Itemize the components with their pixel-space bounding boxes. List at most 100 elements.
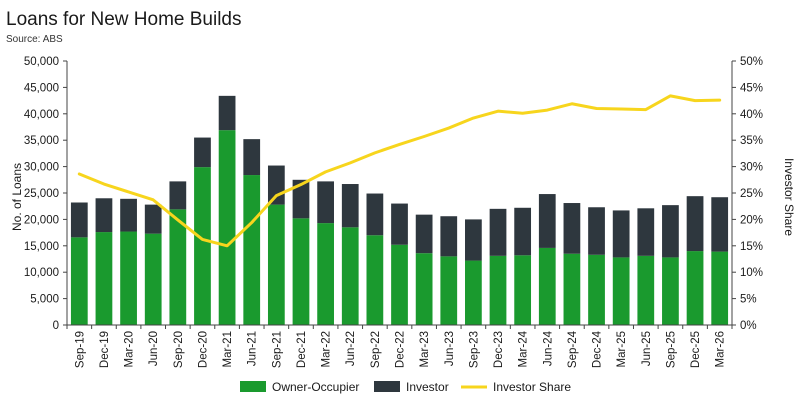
- y2-tick-label: 50%: [740, 56, 763, 68]
- investor-bar: [194, 137, 211, 168]
- y2-axis-title: Investor Share: [782, 158, 796, 236]
- x-tick-label: Mar-21: [222, 331, 234, 367]
- owner-occupier-bar: [144, 233, 162, 325]
- investor-bar: [267, 165, 285, 205]
- x-tick-label: Jun-24: [542, 330, 554, 366]
- investor-share-line: [77, 94, 722, 248]
- investor-bar: [563, 203, 581, 254]
- x-tick-label: Jun-21: [247, 331, 259, 366]
- owner-occupier-bar: [538, 247, 556, 325]
- bars-layer: [70, 95, 729, 325]
- x-tick-label: Sep-23: [468, 331, 480, 368]
- y-tick-label: 5,000: [30, 294, 59, 306]
- investor-bar: [662, 205, 679, 258]
- owner-occupier-bar: [169, 209, 187, 325]
- investor-bar: [514, 207, 532, 256]
- axes-layer: 0 5,000 10,000 15,000 20,000 25,000 30,000 35,0…: [24, 56, 763, 368]
- y2-tick-label: 10%: [740, 267, 763, 279]
- x-tick-label: Sep-22: [370, 331, 382, 368]
- legend: Owner-Occupier Investor Investor Share: [240, 380, 571, 394]
- y2-tick-label: 35%: [740, 135, 763, 147]
- owner-occupier-bar: [317, 223, 334, 325]
- owner-occupier-bar: [588, 254, 605, 325]
- owner-occupier-bar: [662, 257, 679, 325]
- investor-bar: [711, 197, 729, 252]
- x-tick-label: Dec-20: [197, 331, 209, 368]
- owner-occupier-bar: [465, 260, 482, 325]
- x-tick-label: Jun-22: [345, 331, 357, 366]
- x-tick-label: Mar-22: [321, 331, 333, 367]
- line-layer: [77, 94, 722, 248]
- investor-bar: [489, 208, 507, 256]
- x-tick-label: Mar-25: [616, 331, 628, 367]
- investor-bar: [70, 202, 88, 238]
- investor-bar: [588, 207, 605, 255]
- y-tick-label: 25,000: [24, 188, 59, 200]
- y2-tick-label: 5%: [740, 294, 757, 306]
- x-tick-label: Mar-23: [419, 331, 431, 367]
- investor-bar: [637, 208, 655, 256]
- y-axis-title: No. of Loans: [10, 163, 24, 231]
- y2-tick-label: 15%: [740, 241, 763, 253]
- investor-bar: [243, 139, 261, 176]
- owner-occupier-bar: [563, 253, 581, 325]
- x-tick-label: Sep-19: [74, 331, 86, 368]
- owner-occupier-bar: [341, 227, 359, 325]
- x-tick-label: Dec-22: [395, 331, 407, 368]
- owner-occupier-bar: [292, 218, 310, 325]
- owner-occupier-bar: [194, 167, 211, 325]
- y-tick-label: 20,000: [24, 214, 59, 226]
- y-tick-label: 45,000: [24, 82, 59, 94]
- legend-investor: Investor: [374, 380, 449, 394]
- x-tick-label: Dec-25: [690, 331, 702, 368]
- x-tick-label: Jun-20: [148, 331, 160, 366]
- owner-occupier-bar: [711, 251, 729, 325]
- owner-occupier-bar: [267, 204, 285, 325]
- investor-bar: [218, 95, 236, 131]
- y2-tick-label: 20%: [740, 214, 763, 226]
- owner-occupier-bar: [95, 232, 113, 325]
- investor-bar: [341, 184, 359, 228]
- y2-tick-label: 25%: [740, 188, 763, 200]
- owner-occupier-bar: [637, 255, 655, 325]
- y2-tick-label: 45%: [740, 82, 763, 94]
- investor-bar: [465, 219, 482, 261]
- legend-investor-swatch: [374, 381, 400, 392]
- y-tick-label: 35,000: [24, 135, 59, 147]
- owner-occupier-bar: [243, 175, 261, 325]
- investor-bar: [95, 198, 113, 233]
- owner-occupier-bar: [686, 251, 704, 325]
- x-tick-label: Sep-21: [271, 331, 283, 368]
- owner-occupier-bar: [218, 130, 236, 325]
- x-tick-label: Sep-25: [665, 331, 677, 368]
- x-tick-label: Mar-20: [124, 331, 136, 367]
- y-tick-label: 15,000: [24, 241, 59, 253]
- legend-owner-occupier: Owner-Occupier: [240, 380, 359, 394]
- investor-bar: [538, 194, 556, 248]
- investor-bar: [317, 181, 334, 224]
- investor-bar: [612, 210, 630, 258]
- owner-occupier-bar: [415, 253, 433, 325]
- investor-bar: [120, 198, 137, 232]
- investor-bar: [366, 193, 384, 236]
- investor-bar: [415, 214, 433, 254]
- x-tick-label: Dec-24: [592, 330, 604, 368]
- y-tick-label: 50,000: [24, 56, 59, 68]
- y-tick-label: 0: [53, 320, 59, 332]
- owner-occupier-bar: [70, 237, 88, 325]
- investor-bar: [391, 203, 408, 245]
- investor-bar: [169, 181, 187, 210]
- y2-tick-label: 0%: [740, 320, 757, 332]
- x-tick-label: Jun-23: [444, 331, 456, 366]
- owner-occupier-bar: [120, 231, 137, 325]
- x-tick-label: Jun-25: [641, 331, 653, 366]
- owner-occupier-bar: [514, 255, 532, 325]
- owner-occupier-bar: [440, 256, 458, 325]
- owner-occupier-bar: [612, 257, 630, 325]
- x-tick-label: Dec-21: [296, 331, 308, 368]
- y2-tick-label: 40%: [740, 109, 763, 121]
- y-tick-label: 10,000: [24, 267, 59, 279]
- legend-investor-share-label: Investor Share: [493, 380, 571, 394]
